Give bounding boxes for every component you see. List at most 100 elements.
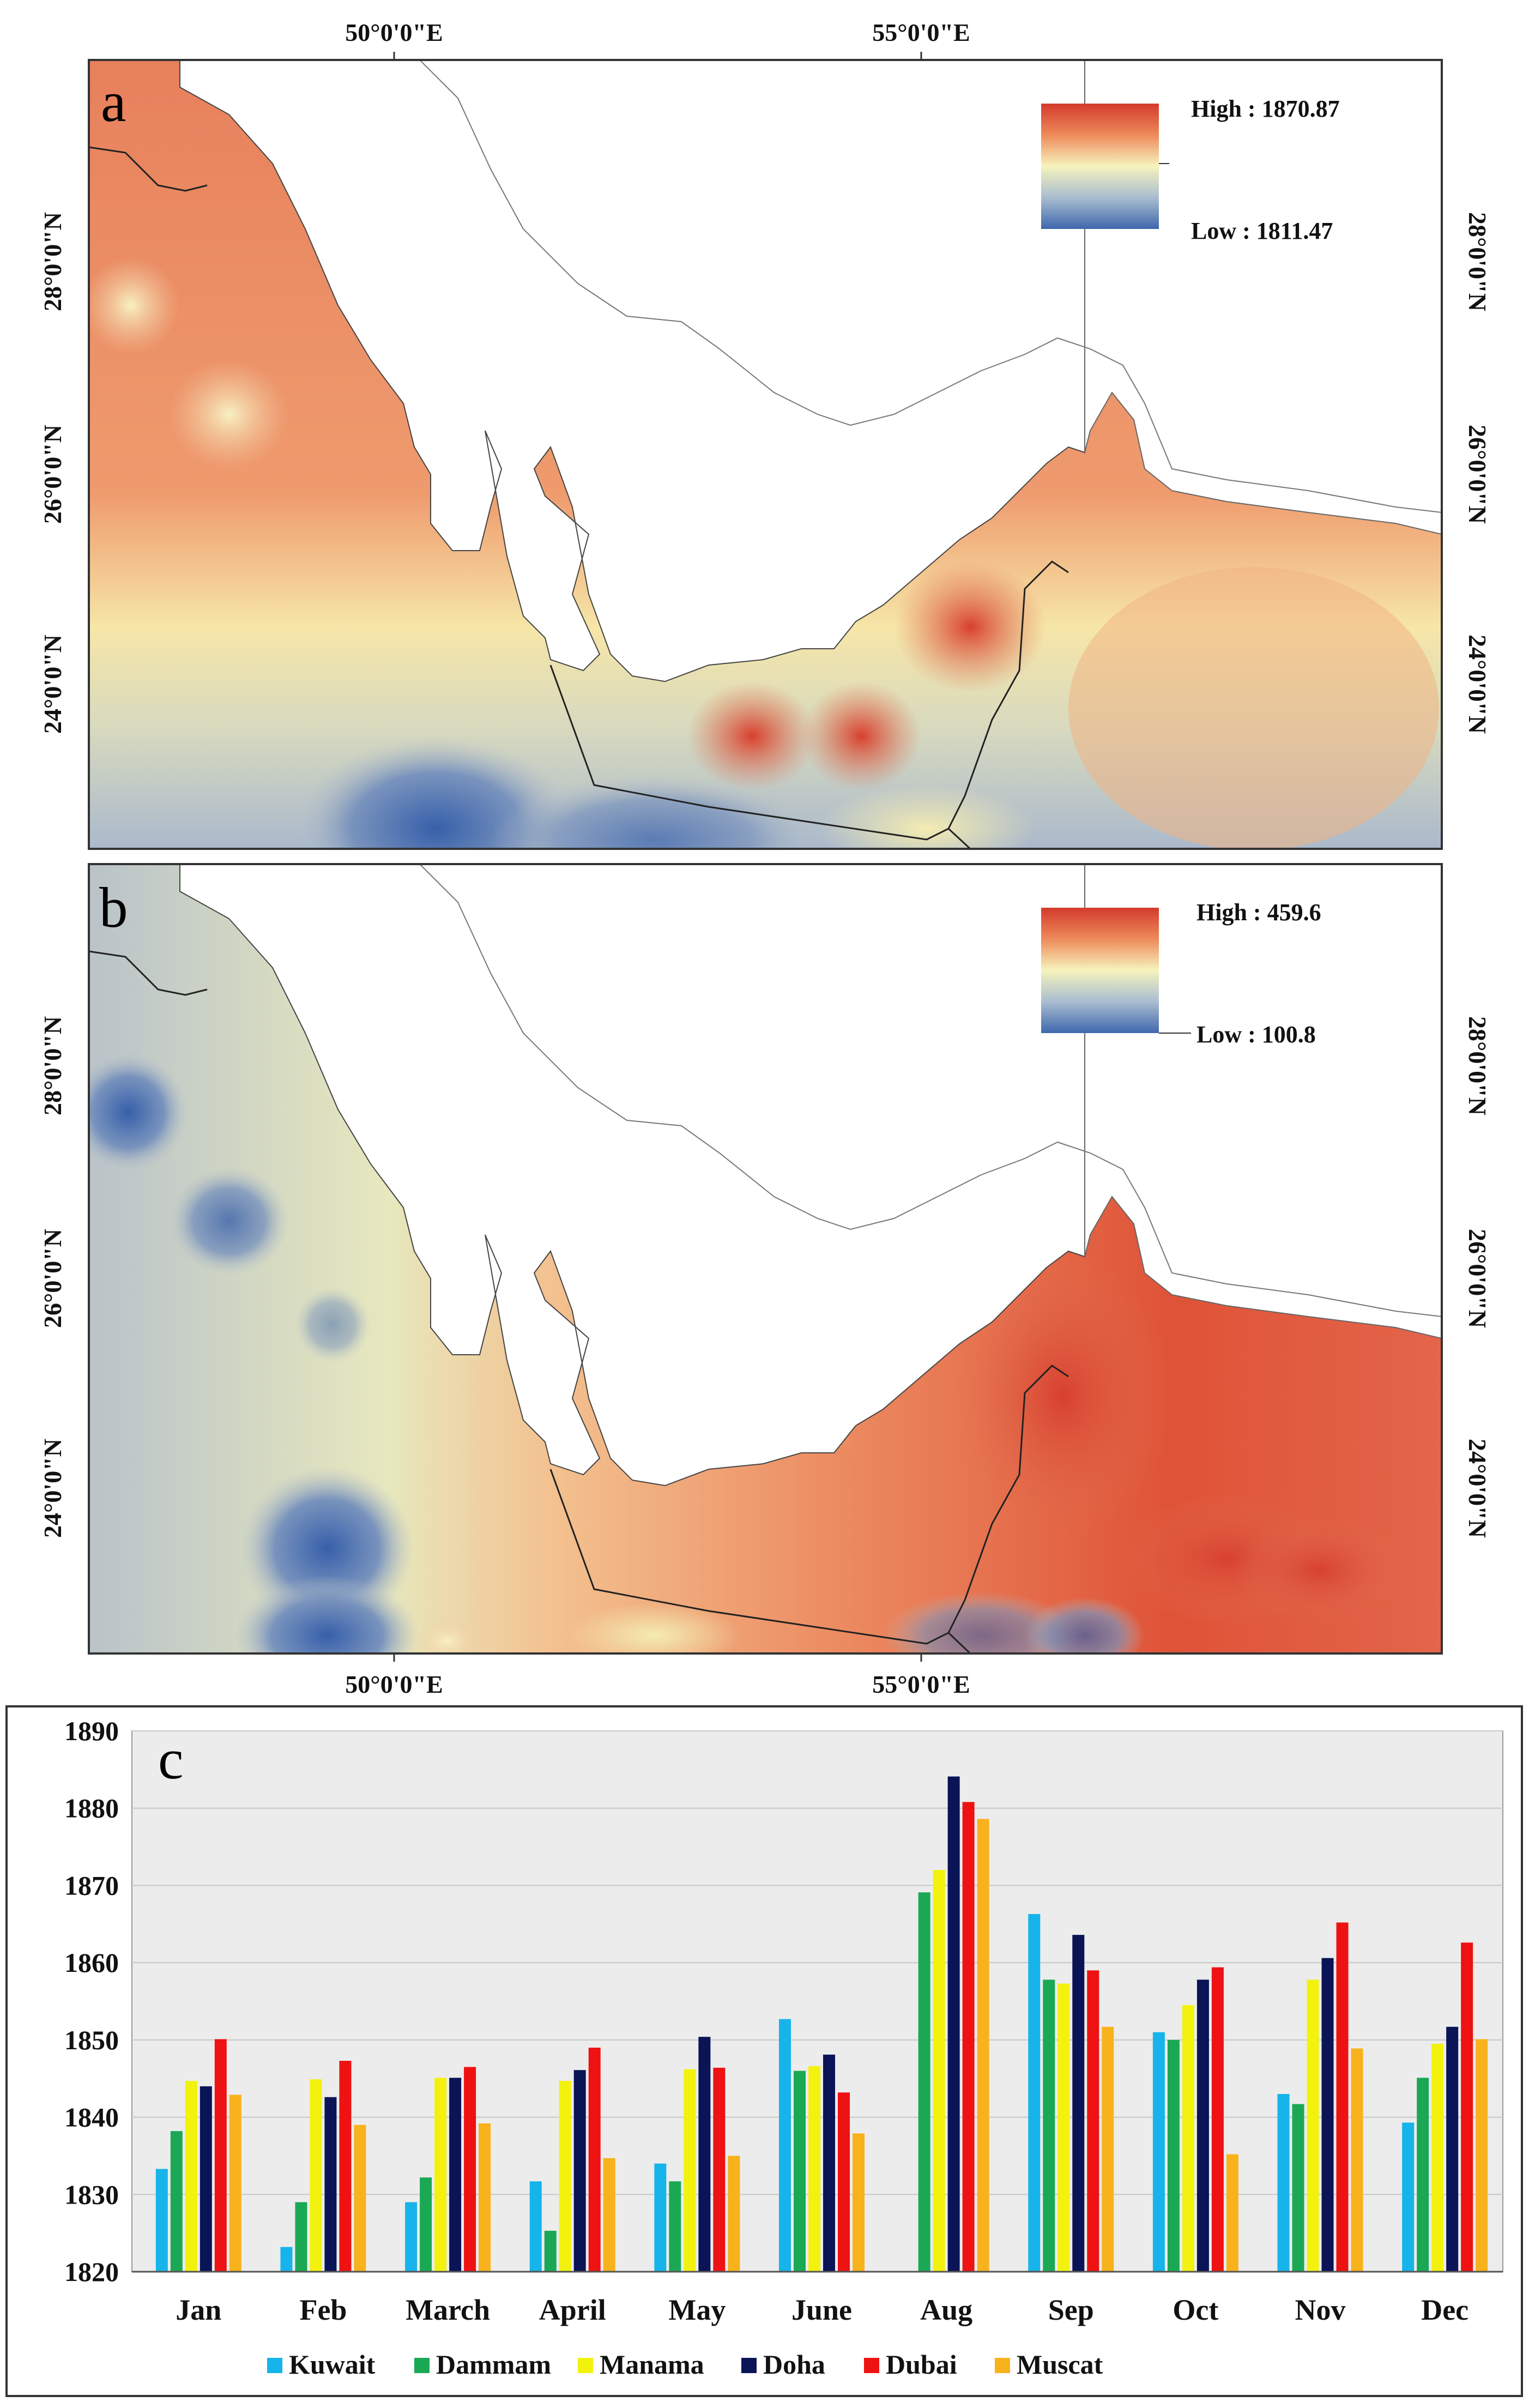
bar-dubai-march — [464, 2067, 476, 2272]
bar-muscat-may — [728, 2156, 740, 2272]
bar-manama-oct — [1182, 2005, 1194, 2272]
bar-kuwait-april — [529, 2181, 542, 2272]
panel-b-legend: High : 459.6 Low : 100.8 — [1041, 899, 1321, 1048]
y-tick-label-1850: 1850 — [64, 2025, 119, 2055]
x-tick-label-may: May — [668, 2294, 726, 2326]
y-tick-label-1860: 1860 — [64, 1947, 119, 1978]
panel-b-nodata-iran — [1084, 864, 1442, 1339]
bar-muscat-dec — [1476, 2039, 1488, 2272]
top-x-tick-55E: 55°0'0"E — [872, 19, 970, 46]
chart-legend: Kuwait Dammam Manama Doha Dubai Muscat — [267, 2349, 1103, 2380]
bar-doha-nov — [1321, 1958, 1334, 2272]
panel-a-legend: High : 1870.87 Low : 1811.47 — [1041, 95, 1340, 244]
bar-doha-feb — [324, 2097, 337, 2272]
map-axis-ticks: 50°0'0"E 55°0'0"E 50°0'0"E 55°0'0"E 28°0… — [39, 19, 1491, 1698]
y-tick-label-1870: 1870 — [64, 1870, 119, 1900]
bar-kuwait-nov — [1277, 2094, 1290, 2272]
bar-muscat-sep — [1102, 2026, 1114, 2272]
legend-label-doha: Doha — [763, 2349, 825, 2380]
a-right-y-tick-24N: 24°0'0"N — [1464, 635, 1491, 734]
panel-b-legend-high: High : 459.6 — [1196, 899, 1321, 926]
chart-x-ticks: Jan Feb March April May June Aug Sep Oct Nov Dec — [176, 2294, 1468, 2326]
panel-c-letter: c — [158, 1727, 184, 1791]
legend-label-dubai: Dubai — [886, 2349, 957, 2380]
bar-dammam-oct — [1167, 2039, 1180, 2272]
a-left-y-tick-24N: 24°0'0"N — [39, 635, 67, 734]
bar-dubai-dec — [1461, 1942, 1473, 2272]
x-tick-label-aug: Aug — [920, 2294, 972, 2326]
bar-manama-feb — [310, 2079, 322, 2272]
bar-doha-sep — [1072, 1935, 1085, 2272]
legend-label-kuwait: Kuwait — [289, 2349, 376, 2380]
bar-doha-may — [698, 2037, 711, 2272]
b-left-y-tick-26N: 26°0'0"N — [39, 1229, 67, 1328]
bar-dammam-march — [420, 2177, 432, 2272]
bar-dammam-may — [669, 2181, 681, 2272]
x-tick-label-jan: Jan — [176, 2294, 221, 2326]
bar-manama-may — [684, 2069, 696, 2272]
a-left-y-tick-26N: 26°0'0"N — [39, 425, 67, 524]
bar-manama-june — [808, 2066, 820, 2272]
legend-swatch-manama — [578, 2358, 593, 2373]
bar-kuwait-jan — [155, 2169, 168, 2272]
chart-y-ticks: 1820 1830 1840 1850 1860 1870 1880 1890 — [64, 1716, 119, 2287]
bar-muscat-jan — [229, 2095, 241, 2272]
bar-dubai-oct — [1211, 1967, 1224, 2272]
panel-b-legend-low: Low : 100.8 — [1196, 1021, 1316, 1048]
legend-swatch-muscat — [995, 2358, 1010, 2373]
panel-a-legend-low: Low : 1811.47 — [1191, 218, 1333, 244]
b-right-y-tick-24N: 24°0'0"N — [1464, 1439, 1491, 1538]
a-right-y-tick-28N: 28°0'0"N — [1464, 212, 1491, 311]
bar-manama-march — [434, 2078, 447, 2272]
bar-dammam-june — [794, 2071, 806, 2272]
bar-dubai-jan — [214, 2039, 227, 2272]
bar-doha-oct — [1196, 1979, 1209, 2272]
bar-dubai-april — [588, 2048, 601, 2272]
x-tick-label-april: April — [539, 2294, 606, 2326]
bar-dammam-sep — [1043, 1979, 1055, 2272]
y-tick-label-1890: 1890 — [64, 1716, 119, 1746]
b-left-y-tick-28N: 28°0'0"N — [39, 1016, 67, 1115]
panel-a-nodata-area — [179, 60, 1085, 683]
y-tick-label-1880: 1880 — [64, 1793, 119, 1824]
y-tick-label-1830: 1830 — [64, 2179, 119, 2210]
bar-dammam-feb — [295, 2202, 307, 2272]
bar-kuwait-may — [654, 2163, 667, 2272]
bar-doha-jan — [200, 2086, 212, 2272]
b-left-y-tick-24N: 24°0'0"N — [39, 1439, 67, 1538]
bar-dammam-nov — [1292, 2104, 1304, 2272]
bar-manama-jan — [185, 2080, 197, 2272]
bar-doha-april — [573, 2070, 586, 2272]
bar-manama-april — [559, 2080, 571, 2272]
x-tick-label-sep: Sep — [1048, 2294, 1094, 2326]
bar-muscat-aug — [977, 1819, 989, 2272]
bar-muscat-feb — [354, 2125, 366, 2272]
bottom-x-tick-55E: 55°0'0"E — [872, 1670, 970, 1698]
map-panel-b: b High : 459.6 Low : 100.8 — [88, 863, 1443, 1655]
bar-muscat-june — [853, 2133, 865, 2272]
y-tick-label-1840: 1840 — [64, 2102, 119, 2133]
x-tick-label-nov: Nov — [1295, 2294, 1346, 2326]
bar-dammam-dec — [1417, 2078, 1429, 2272]
x-tick-label-dec: Dec — [1421, 2294, 1468, 2326]
bar-manama-dec — [1431, 2043, 1444, 2272]
b-right-y-tick-28N: 28°0'0"N — [1464, 1016, 1491, 1115]
bar-dubai-may — [713, 2067, 726, 2272]
bar-kuwait-feb — [280, 2247, 293, 2272]
bar-manama-aug — [933, 1870, 945, 2272]
chart-bars — [155, 1776, 1488, 2272]
legend-swatch-kuwait — [267, 2358, 282, 2373]
x-tick-label-march: March — [406, 2294, 490, 2326]
bar-muscat-march — [479, 2123, 491, 2272]
bottom-x-tick-50E: 50°0'0"E — [345, 1670, 443, 1698]
bar-dubai-sep — [1087, 1970, 1099, 2272]
bar-dubai-aug — [962, 1802, 975, 2272]
top-x-tick-50E: 50°0'0"E — [345, 19, 443, 46]
panel-b-color-ramp — [1041, 908, 1159, 1033]
bar-muscat-nov — [1351, 2048, 1363, 2272]
bar-kuwait-march — [405, 2202, 418, 2272]
y-tick-label-1820: 1820 — [64, 2256, 119, 2287]
panel-a-nodata-iran — [1084, 60, 1442, 535]
x-tick-label-feb: Feb — [299, 2294, 347, 2326]
a-right-y-tick-26N: 26°0'0"N — [1464, 425, 1491, 524]
